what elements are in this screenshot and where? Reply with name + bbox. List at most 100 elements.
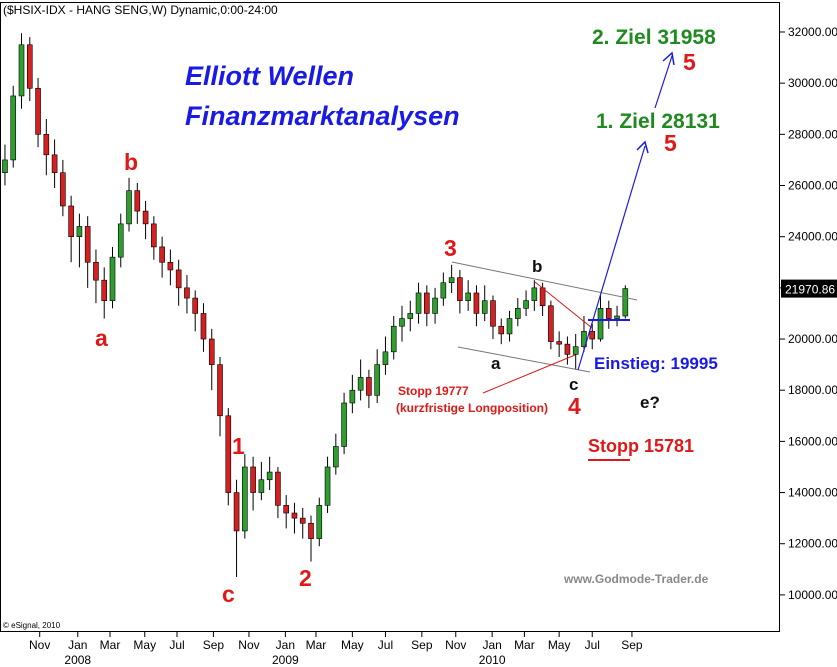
stop-label: Stopp 15781 bbox=[588, 436, 694, 456]
target: 2. Ziel 31958 bbox=[592, 26, 716, 49]
wave-label: 5 bbox=[683, 49, 696, 75]
candle-body bbox=[184, 287, 190, 299]
wave-label: 3 bbox=[444, 235, 457, 261]
candle-body bbox=[84, 226, 91, 263]
candle-body bbox=[109, 256, 116, 301]
y-tick-label: 24000.00 bbox=[788, 230, 837, 244]
wave-label: e? bbox=[640, 393, 660, 412]
candle-body bbox=[142, 210, 149, 225]
stop-note: Stopp 19777 bbox=[398, 384, 469, 398]
candle-body bbox=[208, 338, 215, 365]
y-tick-label: 10000.00 bbox=[788, 588, 837, 602]
y-tick-label: 30000.00 bbox=[788, 76, 837, 90]
candle-body bbox=[299, 517, 306, 524]
wave-label: 1 bbox=[232, 433, 245, 459]
channel-lower bbox=[457, 346, 591, 373]
wave-label: c bbox=[222, 581, 235, 607]
x-tick-label: Jul bbox=[585, 638, 600, 652]
x-tick-label: Nov bbox=[445, 638, 466, 652]
candle-body bbox=[68, 205, 74, 237]
year-label: 2009 bbox=[272, 653, 299, 667]
last-price-box bbox=[781, 279, 837, 298]
x-tick-label: Jul bbox=[169, 638, 184, 652]
target-arrow bbox=[654, 55, 673, 109]
candle-body bbox=[316, 505, 323, 539]
x-tick-label: Mar bbox=[514, 638, 535, 652]
y-tick-label: 32000.00 bbox=[788, 25, 837, 39]
candle-body bbox=[225, 415, 232, 493]
candle-body bbox=[382, 351, 389, 365]
candle-body bbox=[448, 277, 455, 284]
candle-body bbox=[622, 288, 629, 317]
candle-body bbox=[407, 313, 414, 319]
wave-label: 4 bbox=[568, 393, 581, 419]
candle-body bbox=[250, 466, 256, 493]
candle-body bbox=[457, 277, 463, 301]
candle-body bbox=[506, 318, 513, 335]
y-tick-label: 20000.00 bbox=[788, 332, 837, 346]
candle-body bbox=[564, 343, 571, 355]
candle-body bbox=[440, 282, 447, 299]
candle-body bbox=[498, 325, 505, 335]
x-tick-label: Sep bbox=[621, 638, 643, 652]
headline: Elliott Wellen bbox=[185, 61, 354, 91]
candle-body bbox=[539, 287, 546, 307]
candle-body bbox=[531, 287, 538, 301]
wave-label: b bbox=[532, 257, 542, 276]
wave-label: a bbox=[95, 325, 108, 351]
candle-body bbox=[465, 292, 471, 301]
candle-body bbox=[523, 300, 529, 309]
candle-body bbox=[134, 190, 141, 212]
candle-body bbox=[159, 246, 165, 263]
channel-upper bbox=[451, 261, 638, 301]
y-tick-label: 16000.00 bbox=[788, 434, 837, 448]
candle-body bbox=[35, 87, 41, 135]
x-tick-label: Sep bbox=[203, 638, 225, 652]
candle-body bbox=[76, 226, 83, 237]
entry-label: Einstieg: 19995 bbox=[594, 354, 718, 373]
candle-body bbox=[589, 331, 596, 340]
last-price-label: 21970.86 bbox=[785, 283, 835, 297]
candle-body bbox=[514, 308, 521, 319]
wave-label: 2 bbox=[299, 565, 312, 591]
candle-body bbox=[93, 261, 99, 281]
target-arrow bbox=[577, 145, 646, 371]
candle-body bbox=[217, 364, 223, 417]
candle-body bbox=[51, 154, 58, 174]
red-line bbox=[534, 281, 593, 329]
stop-note: (kurzfristige Longposition) bbox=[396, 401, 548, 415]
candle-body bbox=[60, 172, 66, 207]
y-tick-label: 18000.00 bbox=[788, 383, 837, 397]
candle-body bbox=[308, 522, 314, 539]
chart-title: ($HSIX-IDX - HANG SENG,W) Dynamic,0:00-2… bbox=[3, 3, 278, 17]
candle-body bbox=[333, 446, 339, 468]
x-tick-label: Sep bbox=[411, 638, 433, 652]
candle-body bbox=[556, 341, 562, 345]
candle-body bbox=[374, 364, 380, 396]
x-tick-label: May bbox=[548, 638, 571, 652]
x-tick-label: May bbox=[133, 638, 156, 652]
plot-frame bbox=[0, 2, 780, 632]
headline: Finanzmarktanalysen bbox=[185, 101, 460, 131]
wave-label: a bbox=[491, 354, 501, 373]
candle-body bbox=[26, 44, 33, 89]
candle-body bbox=[324, 466, 331, 506]
candle-body bbox=[597, 308, 604, 340]
candle-body bbox=[126, 190, 132, 225]
candle-body bbox=[175, 269, 182, 289]
wave-label: c bbox=[569, 375, 578, 394]
y-tick-label: 28000.00 bbox=[788, 127, 837, 141]
target: 1. Ziel 28131 bbox=[596, 110, 720, 133]
red-line bbox=[482, 354, 576, 394]
candle-body bbox=[101, 279, 108, 301]
candle-body bbox=[572, 346, 579, 355]
watermark: www.Godmode-Trader.de bbox=[563, 572, 709, 586]
wave-label: b bbox=[124, 149, 138, 175]
candle-body bbox=[341, 402, 347, 447]
x-tick-label: Jan bbox=[68, 638, 87, 652]
candle-body bbox=[481, 300, 488, 314]
candle-body bbox=[167, 261, 174, 271]
candle-body bbox=[151, 223, 157, 248]
